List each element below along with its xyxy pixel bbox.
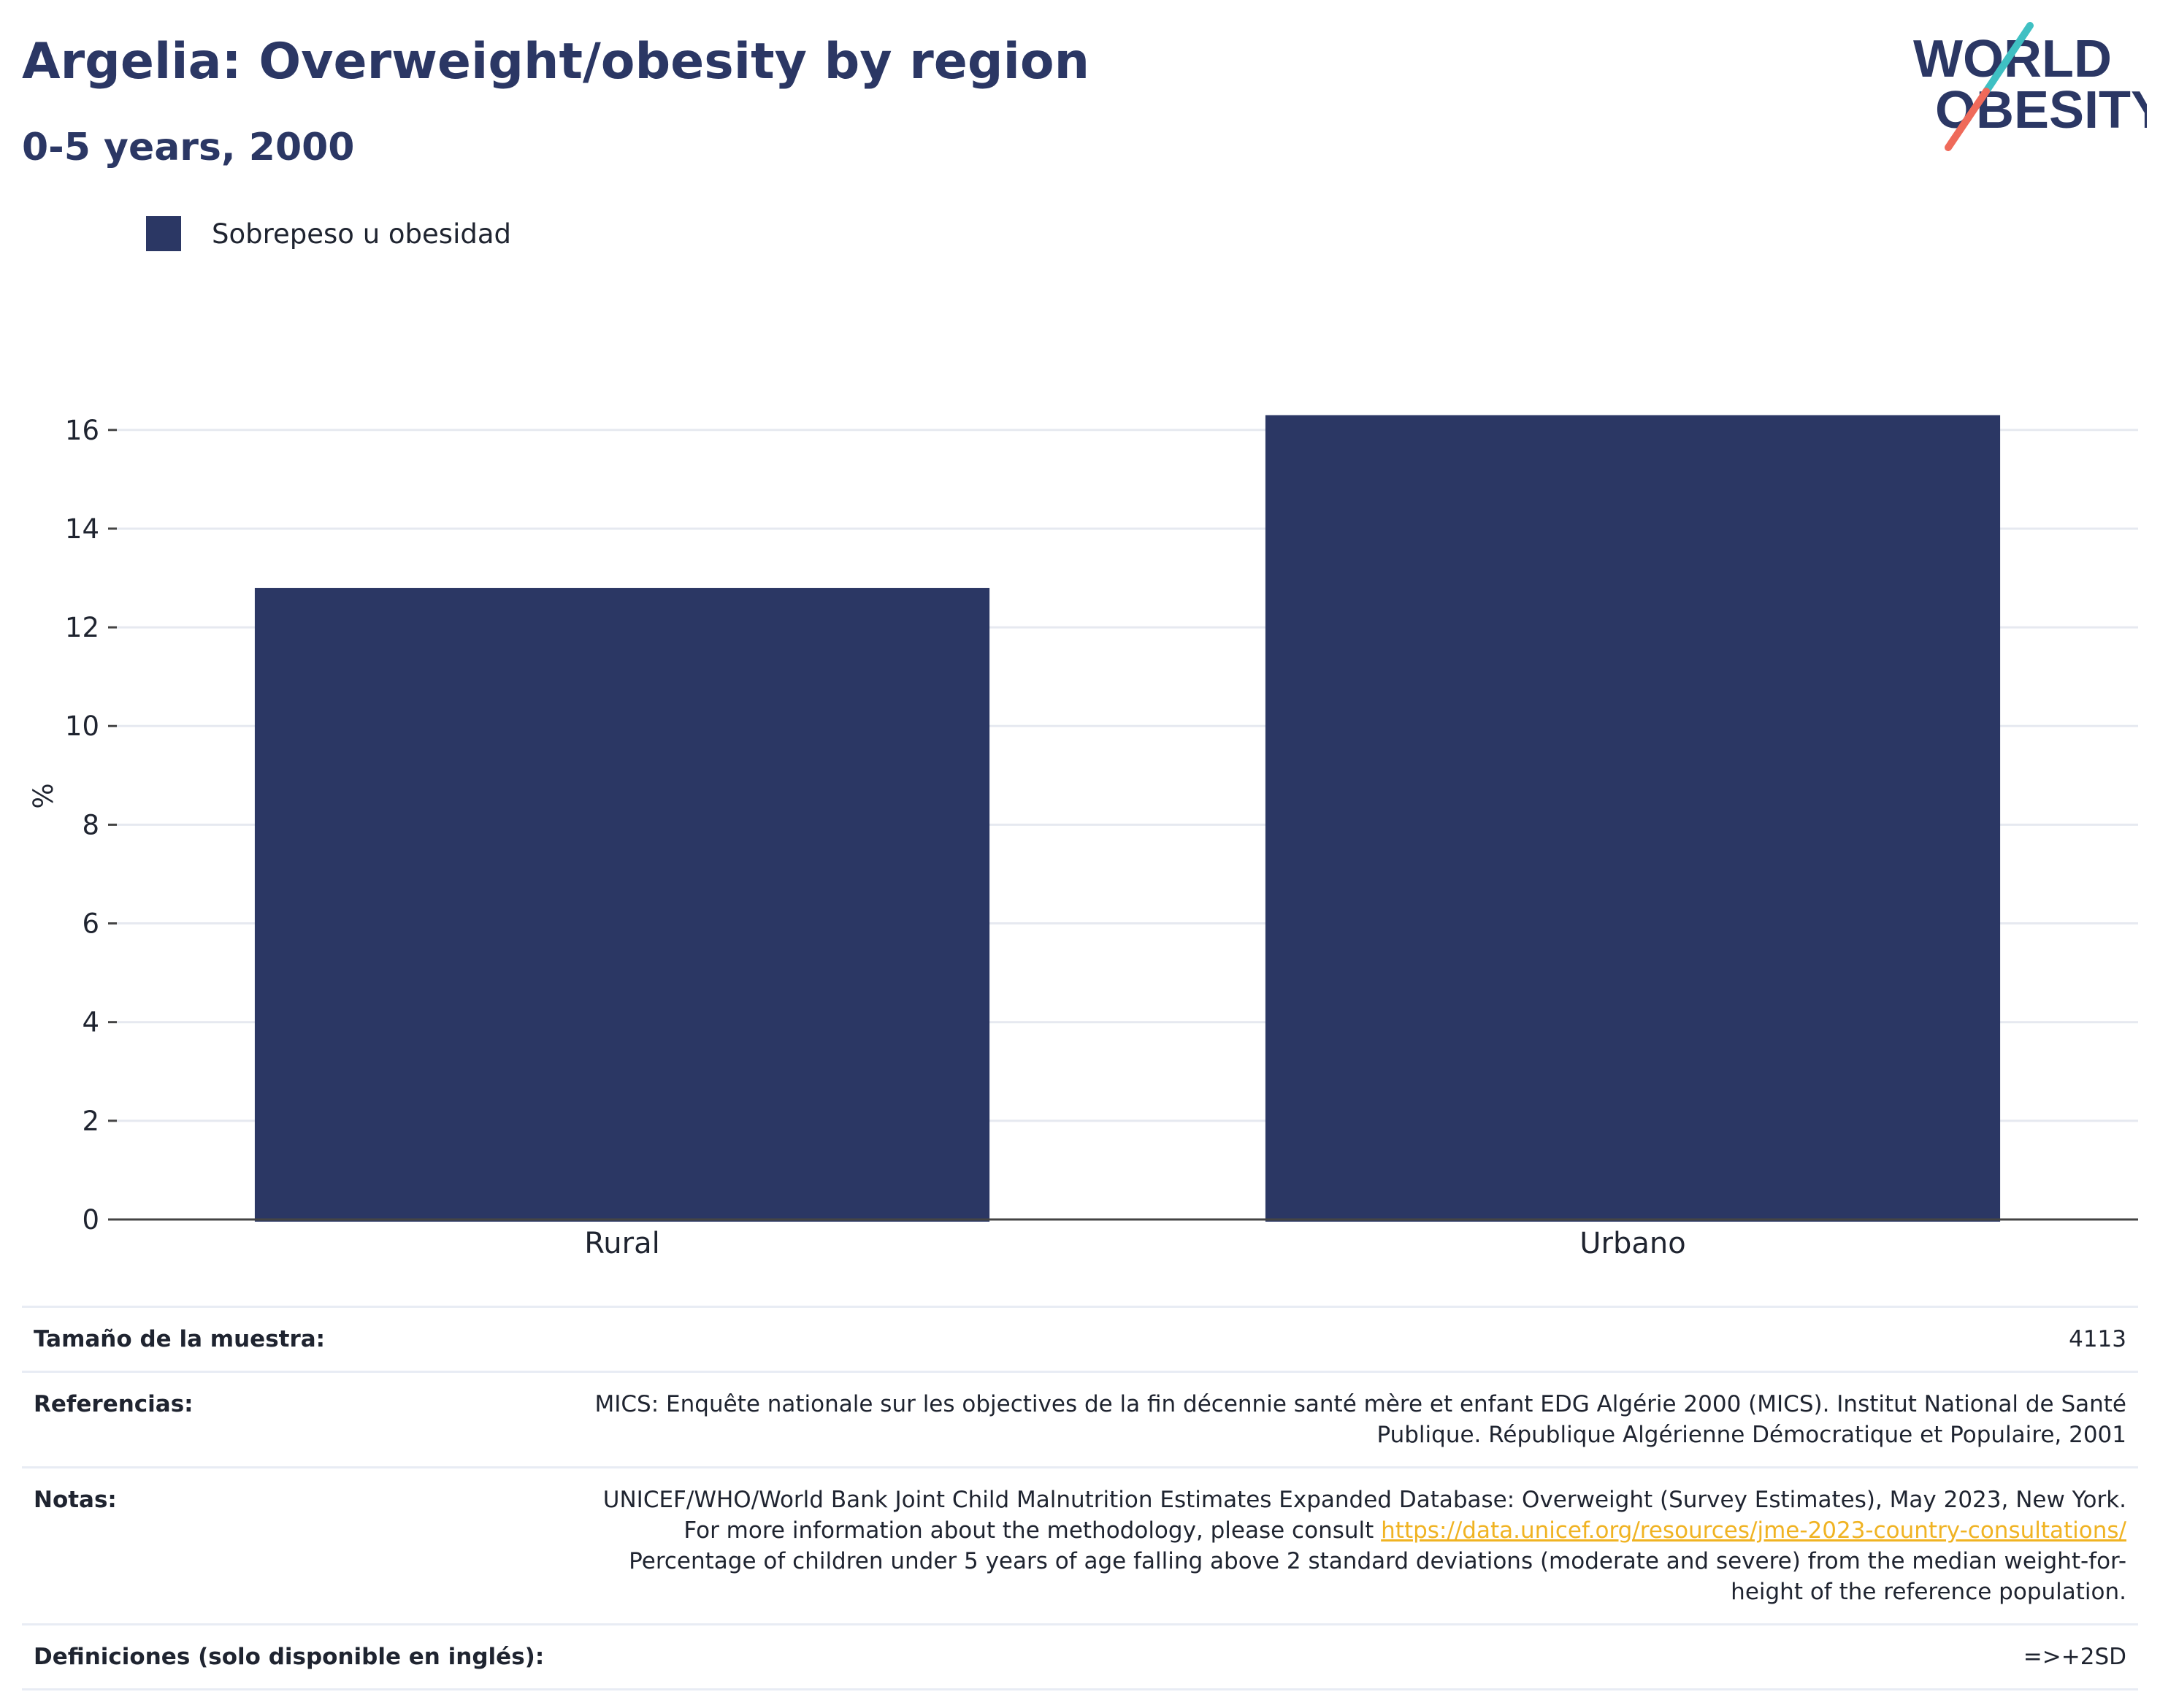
info-table: Tamaño de la muestra: 4113 Referencias: … xyxy=(22,1306,2138,1690)
references-row: Referencias: MICS: Enquête nationale sur… xyxy=(22,1371,2138,1468)
notes-text: UNICEF/WHO/World Bank Joint Child Malnut… xyxy=(602,1487,2126,1544)
bar-rural xyxy=(254,588,990,1222)
y-tick-label: 2 xyxy=(82,1106,99,1137)
sample-size-label: Tamaño de la muestra: xyxy=(22,1306,556,1373)
notes-row: Notas: UNICEF/WHO/World Bank Joint Child… xyxy=(22,1466,2138,1625)
bar-chart: 0 2 4 6 8 10 12 14 16 Rural Urbano % xyxy=(28,415,2138,1260)
notes-link[interactable]: https://data.unicef.org/resources/jme-20… xyxy=(1381,1517,2126,1544)
notes-label: Notas: xyxy=(22,1466,556,1625)
bar-urbano xyxy=(1265,415,2001,1222)
y-tick-label: 16 xyxy=(65,415,99,446)
chart-title: Argelia: Overweight/obesity by region xyxy=(22,33,1090,91)
references-value: MICS: Enquête nationale sur les objectiv… xyxy=(556,1371,2138,1468)
x-tick-label: Urbano xyxy=(1579,1227,1685,1260)
y-axis-label: % xyxy=(28,783,59,808)
y-tick-label: 14 xyxy=(65,513,99,545)
x-tick-label: Rural xyxy=(584,1227,659,1260)
y-tick-label: 4 xyxy=(82,1007,99,1038)
chart-subtitle: 0-5 years, 2000 xyxy=(22,126,355,169)
y-tick-label: 0 xyxy=(82,1204,99,1236)
notes-text-after: Percentage of children under 5 years of … xyxy=(629,1548,2126,1605)
axes: 0 2 4 6 8 10 12 14 16 Rural Urbano xyxy=(65,415,2138,1260)
notes-value: UNICEF/WHO/World Bank Joint Child Malnut… xyxy=(556,1466,2138,1625)
svg-text:WORLD: WORLD xyxy=(1913,30,2112,88)
world-obesity-logo: WORLD OBESITY xyxy=(1913,22,2147,151)
legend-swatch xyxy=(146,216,181,251)
legend-label: Sobrepeso u obesidad xyxy=(212,218,511,250)
bars xyxy=(254,415,2001,1222)
y-tick-label: 10 xyxy=(65,711,99,742)
definitions-label: Definiciones (solo disponible en inglés)… xyxy=(22,1623,556,1690)
definitions-row: Definiciones (solo disponible en inglés)… xyxy=(22,1623,2138,1690)
y-tick-label: 12 xyxy=(65,612,99,643)
y-tick-label: 8 xyxy=(82,809,99,840)
definitions-value: =>+2SD xyxy=(556,1623,2138,1690)
chart-legend: Sobrepeso u obesidad xyxy=(146,216,511,251)
y-tick-label: 6 xyxy=(82,908,99,940)
references-label: Referencias: xyxy=(22,1371,556,1468)
sample-size-row: Tamaño de la muestra: 4113 xyxy=(22,1306,2138,1373)
sample-size-value: 4113 xyxy=(556,1306,2138,1373)
